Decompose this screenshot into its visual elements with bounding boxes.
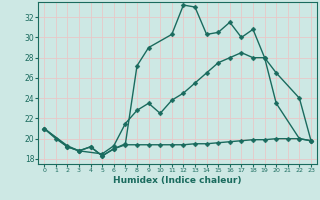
X-axis label: Humidex (Indice chaleur): Humidex (Indice chaleur) [113, 176, 242, 185]
